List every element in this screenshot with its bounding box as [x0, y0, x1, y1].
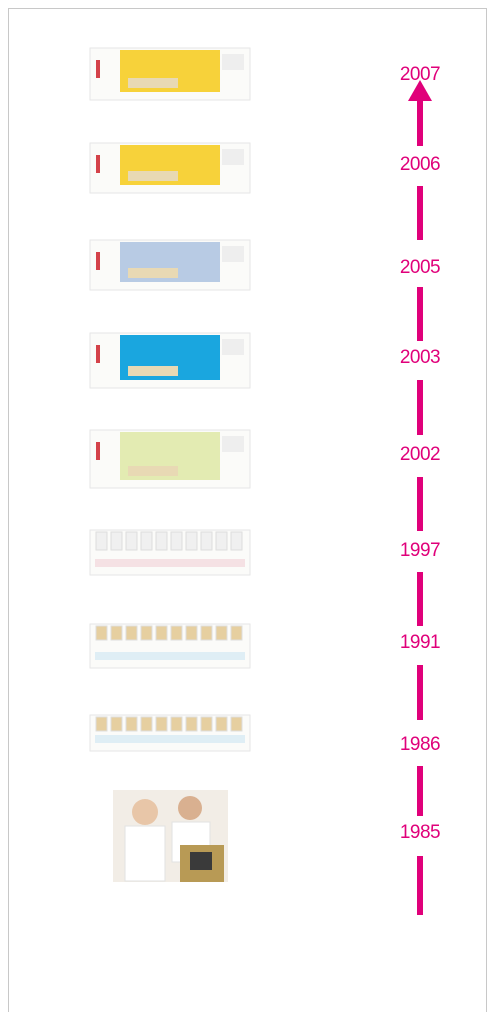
arrow-head: [408, 80, 432, 101]
year-label: 1986: [400, 734, 440, 755]
year-label: 1997: [400, 540, 440, 561]
tooth: [230, 716, 243, 732]
tooth: [215, 716, 228, 732]
tooth: [95, 716, 108, 732]
person-body: [124, 825, 166, 882]
timeline-segment: [417, 477, 423, 531]
timeline-segment: [417, 665, 423, 720]
year-label: 2005: [400, 257, 440, 278]
slot: [95, 531, 108, 551]
tooth: [230, 625, 243, 641]
vita-mark: [96, 155, 100, 173]
slot: [110, 531, 123, 551]
tooth: [110, 716, 123, 732]
machine-screen: [190, 852, 212, 870]
product-label: [222, 149, 244, 165]
arrow-shaft: [417, 100, 423, 146]
tooth: [140, 625, 153, 641]
product-label: [222, 339, 244, 355]
slot: [200, 531, 213, 551]
product-strip: [95, 652, 245, 660]
timeline-segment: [417, 572, 423, 626]
product-label: [222, 246, 244, 262]
tooth: [215, 625, 228, 641]
tooth: [125, 625, 138, 641]
tooth: [185, 716, 198, 732]
slot: [140, 531, 153, 551]
tooth: [125, 716, 138, 732]
year-label: 1991: [400, 632, 440, 653]
slot: [125, 531, 138, 551]
timeline-segment: [417, 766, 423, 816]
vita-mark: [96, 345, 100, 363]
tooth: [200, 716, 213, 732]
person: [178, 796, 202, 820]
year-label: 1985: [400, 822, 440, 843]
product-label: [222, 54, 244, 70]
product-block: [128, 466, 178, 476]
year-label: 2002: [400, 444, 440, 465]
timeline-segment: [417, 186, 423, 240]
frame: [8, 8, 487, 1012]
timeline-segment: [417, 380, 423, 435]
tooth: [185, 625, 198, 641]
tooth: [170, 625, 183, 641]
tooth: [140, 716, 153, 732]
product-block: [128, 268, 178, 278]
tooth: [155, 625, 168, 641]
year-label: 2003: [400, 347, 440, 368]
slot: [230, 531, 243, 551]
tooth: [95, 625, 108, 641]
tooth: [110, 625, 123, 641]
product-label: [222, 436, 244, 452]
product-block: [128, 366, 178, 376]
product-strip: [95, 735, 245, 743]
product-block: [128, 171, 178, 181]
vita-mark: [96, 252, 100, 270]
year-label: 2006: [400, 154, 440, 175]
slot: [155, 531, 168, 551]
product-strip: [95, 559, 245, 567]
slot: [215, 531, 228, 551]
timeline-segment: [417, 287, 423, 341]
slot: [170, 531, 183, 551]
tooth: [200, 625, 213, 641]
year-label: 2007: [400, 64, 440, 85]
person: [132, 799, 158, 825]
slot: [185, 531, 198, 551]
vita-mark: [96, 442, 100, 460]
timeline-segment: [417, 856, 423, 915]
tooth: [155, 716, 168, 732]
vita-mark: [96, 60, 100, 78]
tooth: [170, 716, 183, 732]
product-block: [128, 78, 178, 88]
